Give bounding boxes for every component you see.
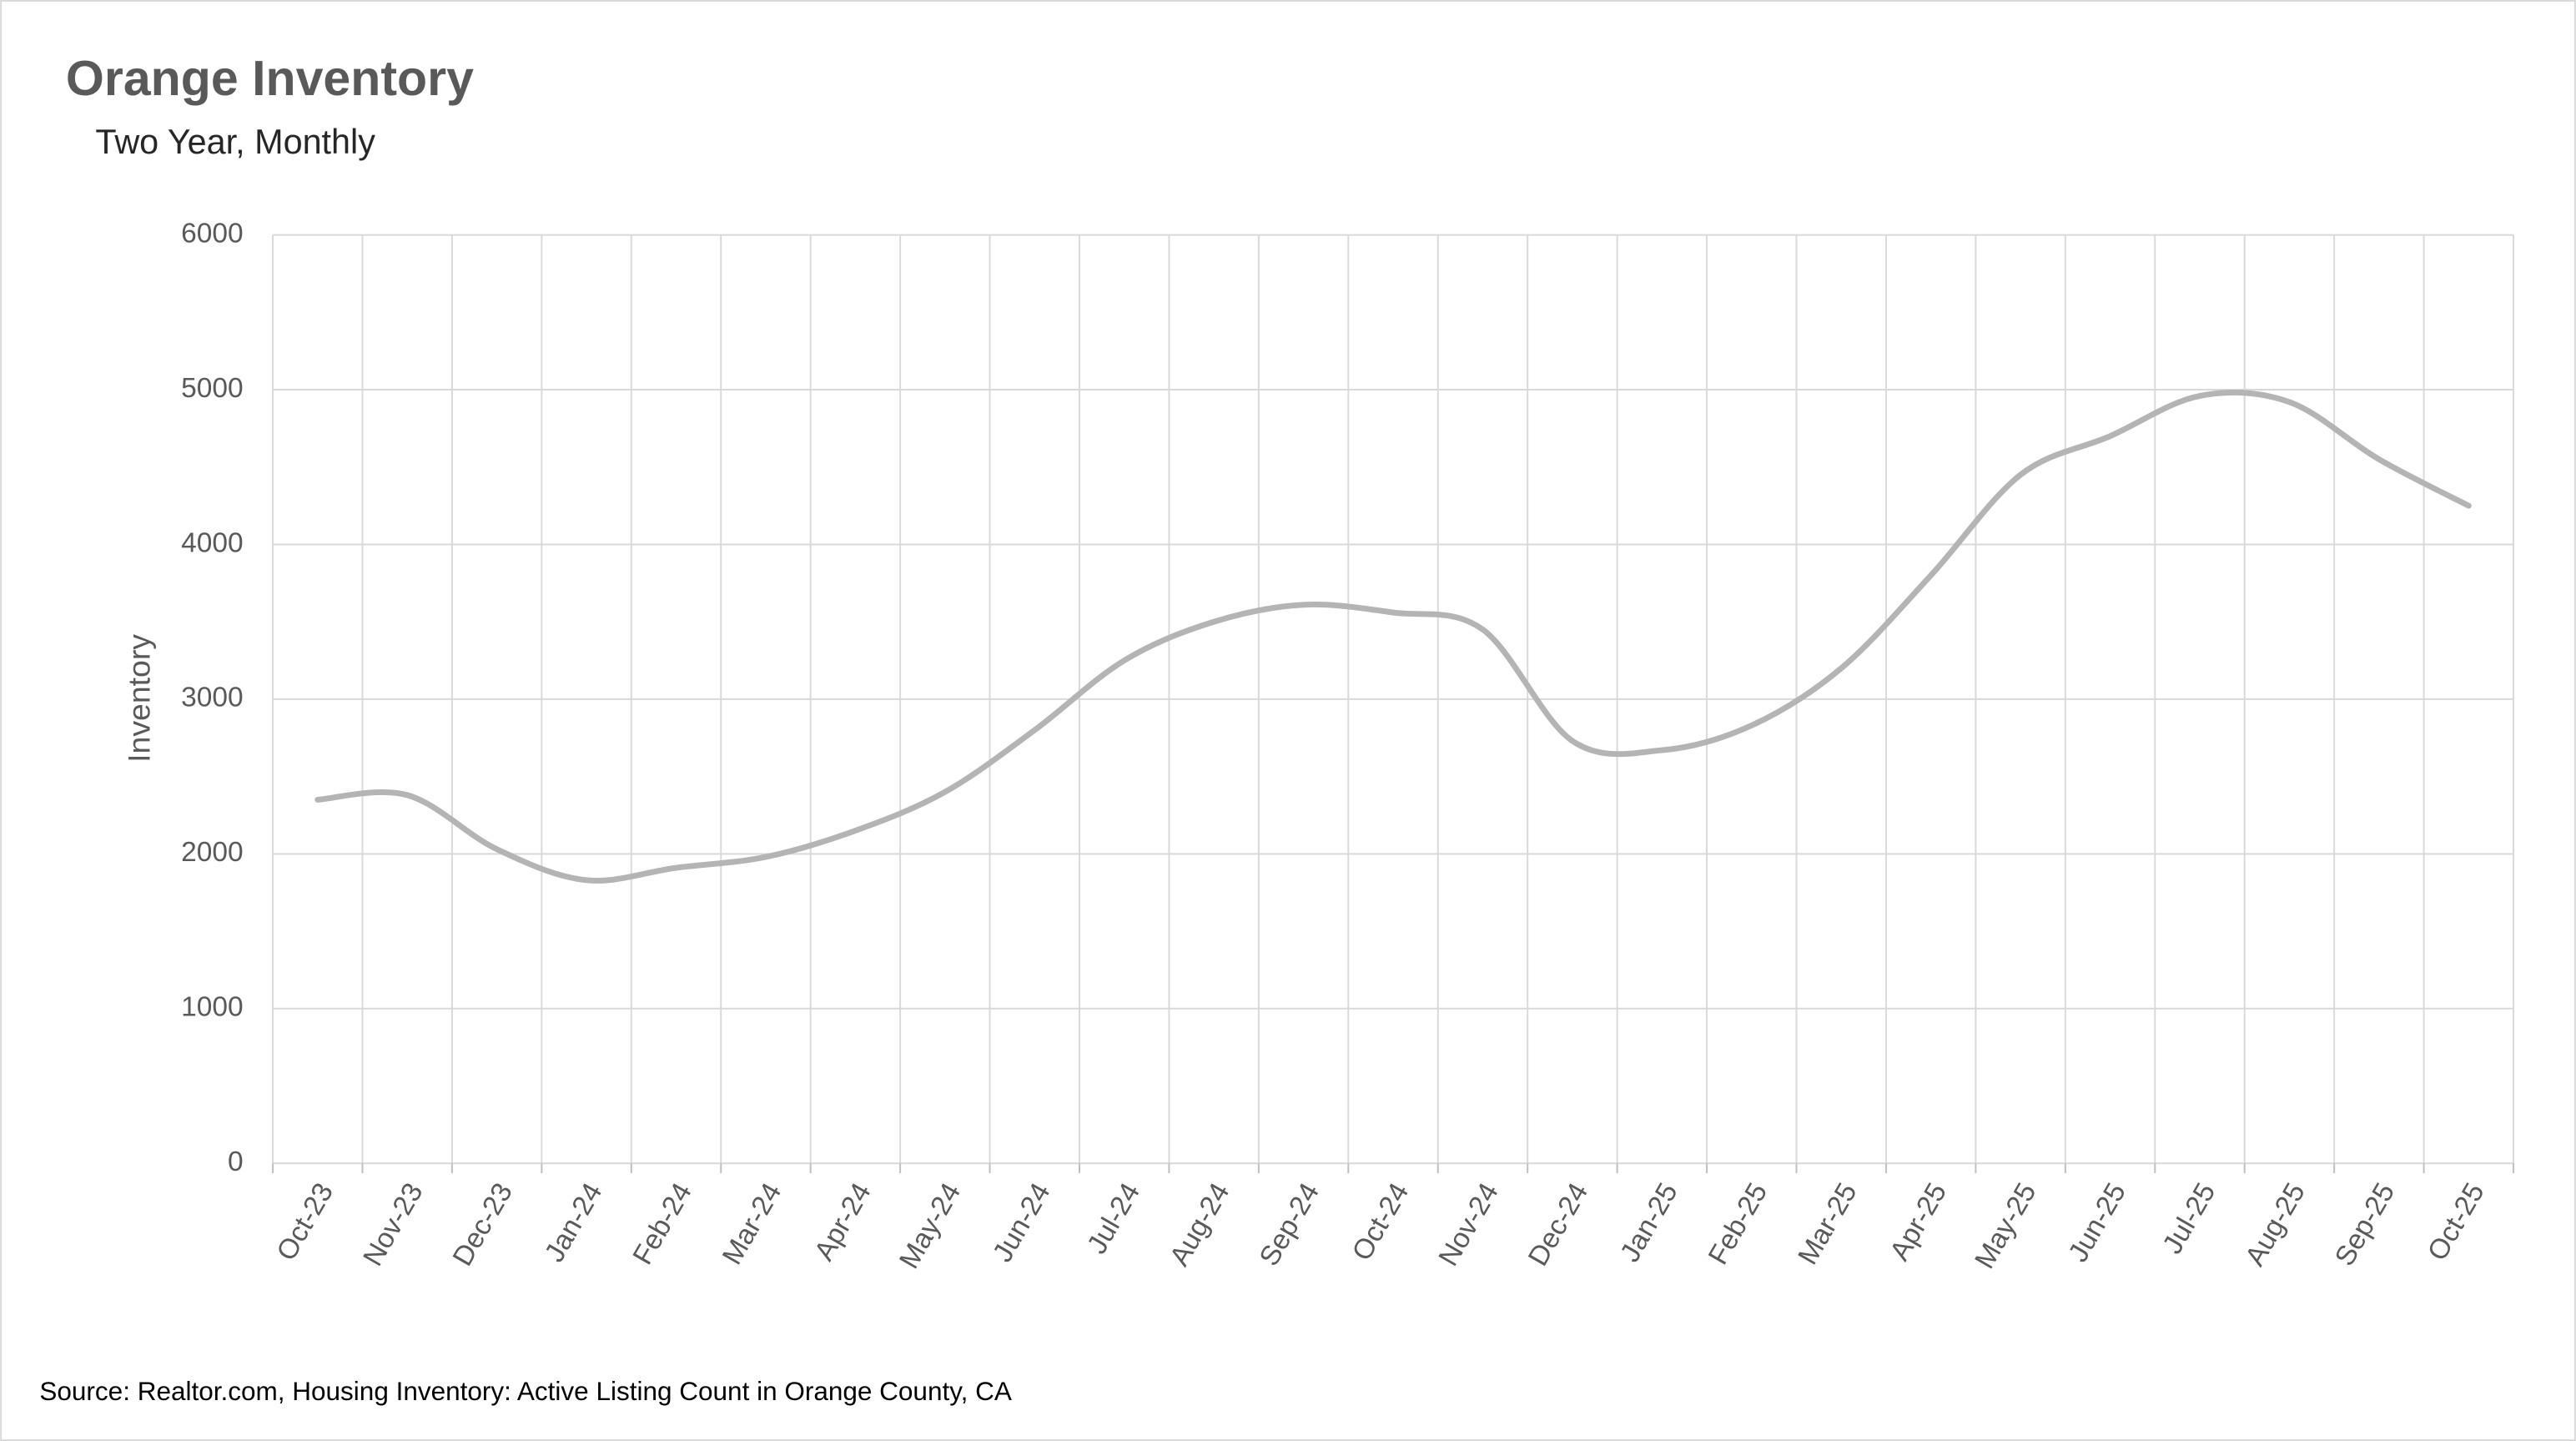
chart-title: Orange Inventory [66,51,474,106]
y-tick-label: 5000 [181,373,243,404]
y-tick-label: 6000 [181,218,243,249]
y-axis-label: Inventory [121,634,156,763]
y-tick-label: 1000 [181,992,243,1023]
chart-subtitle: Two Year, Monthly [95,123,375,161]
y-tick-label: 2000 [181,837,243,868]
y-tick-label: 4000 [181,527,243,558]
y-tick-label: 3000 [181,683,243,713]
y-tick-label: 0 [228,1146,244,1177]
data-line [314,390,2472,884]
source-note: Source: Realtor.com, Housing Inventory: … [39,1376,1012,1406]
